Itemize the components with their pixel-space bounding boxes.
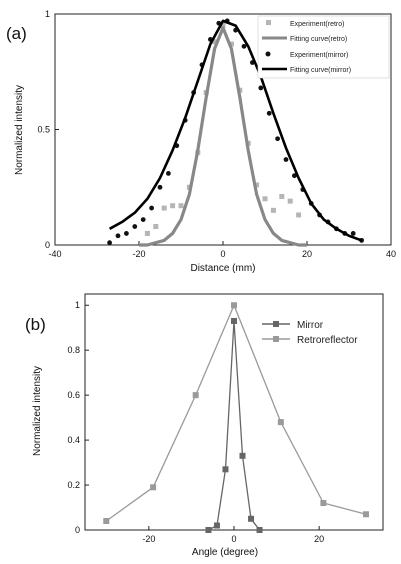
chart-b-plot-area xyxy=(103,302,369,533)
chart-a-series-0-point xyxy=(220,23,226,29)
chart-b-series-0-point xyxy=(248,515,255,522)
chart-a-x-tick-label: 20 xyxy=(302,249,312,259)
chart-a-series-2-point xyxy=(124,231,129,236)
legend-a-label-mirror-fit: Fitting curve(mirror) xyxy=(290,67,351,74)
chart-b-x-tick-label: -20 xyxy=(142,534,155,544)
chart-b-series-0-point xyxy=(256,527,263,533)
legend-b-marker-retro xyxy=(273,336,279,342)
chart-a-series-0-point xyxy=(262,196,268,202)
chart-a-x-tick-label: -40 xyxy=(48,249,61,259)
legend-a-marker-retro-exp xyxy=(266,20,271,25)
chart-b-x-tick-label: 0 xyxy=(231,534,236,544)
chart-a-series-3-line xyxy=(108,19,363,242)
chart-a-series-0-point xyxy=(153,224,159,230)
chart-a-series-0-point xyxy=(270,207,276,213)
chart-b-series-1-point xyxy=(320,500,327,507)
chart-a: (a) -40 -20 0 20 40 0 0.5 1 Distance (mm) Norma… xyxy=(6,9,396,274)
chart-b-series-1-point xyxy=(362,511,369,518)
chart-a-series-0-point xyxy=(144,230,150,236)
chart-b-series-0-point xyxy=(231,317,237,324)
chart-b-axes: -20 0 20 0 0.2 0.4 0.6 0.8 1 xyxy=(67,300,324,544)
chart-a-series-2-point xyxy=(115,233,121,239)
chart-a-axes: -40 -20 0 20 40 0 0.5 1 xyxy=(37,9,396,259)
chart-a-y-tick-label: 0.5 xyxy=(37,125,50,135)
chart-a-y-tick-label: 0 xyxy=(45,240,50,250)
chart-a-series-2-point xyxy=(140,217,146,222)
chart-a-series-2-point xyxy=(107,240,112,246)
chart-b-y-tick-label: 0.8 xyxy=(67,345,80,355)
legend-b-marker-mirror xyxy=(273,321,279,327)
chart-b-y-axis-label: Normalized intensity xyxy=(32,366,43,456)
chart-a-series-2-point xyxy=(166,170,171,176)
chart-a-series-2-point xyxy=(292,173,297,179)
chart-a-x-tick-label: -20 xyxy=(132,249,145,259)
chart-a-plot-area xyxy=(107,18,364,247)
chart-a-series-0-point xyxy=(254,182,260,188)
chart-a-series-0-point xyxy=(279,193,285,199)
chart-a-series-2-point xyxy=(258,85,264,91)
chart-a-series-0-point xyxy=(287,198,293,204)
chart-a-series-0-point xyxy=(296,212,302,218)
chart-a-legend: Experiment(retro) Fitting curve(retro) E… xyxy=(257,15,390,79)
chart-a-legend-box xyxy=(257,15,390,79)
chart-b-y-tick-label: 0.6 xyxy=(67,390,80,400)
chart-b-series-0-point xyxy=(205,527,212,533)
chart-a-x-tick-label: 0 xyxy=(220,249,225,259)
chart-a-series-2-point xyxy=(275,136,280,142)
chart-a-x-tick-label: 40 xyxy=(386,249,396,259)
chart-a-x-axis-label: Distance (mm) xyxy=(190,263,255,274)
chart-a-series-0-point xyxy=(228,41,234,47)
chart-b-series-1-point xyxy=(150,484,157,491)
chart-a-series-2-point xyxy=(283,157,289,162)
chart-a-series-2-point xyxy=(241,43,247,49)
chart-a-series-2-point xyxy=(149,205,155,211)
chart-a-series-2-point xyxy=(132,224,138,229)
chart-b-series-0-point xyxy=(213,522,220,529)
chart-a-series-0-point xyxy=(212,39,218,45)
chart-b-y-tick-label: 0 xyxy=(75,525,80,535)
chart-b-series-0-point xyxy=(222,466,229,473)
chart-a-series-2-point xyxy=(266,110,272,116)
chart-a-panel-label: (a) xyxy=(6,24,27,43)
chart-a-series-2-point xyxy=(350,231,356,236)
chart-b-y-tick-label: 0.4 xyxy=(67,435,80,445)
chart-b-x-tick-label: 20 xyxy=(314,534,324,544)
chart-a-y-axis-label: Normalized intensity xyxy=(14,85,25,175)
chart-b-series-0-point xyxy=(239,452,246,459)
legend-b-label-mirror: Mirror xyxy=(297,320,324,331)
legend-a-label-retro-fit: Fitting curve(retro) xyxy=(290,36,347,43)
chart-b-x-axis-label: Angle (degree) xyxy=(192,547,258,558)
chart-b-legend: Mirror Retroreflector xyxy=(262,320,358,346)
chart-a-series-0-point xyxy=(178,203,184,209)
chart-b-y-tick-label: 0.2 xyxy=(67,480,80,490)
chart-a-y-tick-label: 1 xyxy=(45,9,50,19)
legend-a-label-retro-exp: Experiment(retro) xyxy=(290,21,344,28)
chart-a-series-2-point xyxy=(157,184,163,190)
legend-b-label-retro: Retroreflector xyxy=(297,335,358,346)
chart-b-panel-label: (b) xyxy=(25,315,46,334)
chart-b-series-1-point xyxy=(192,392,199,399)
chart-b-series-1-point xyxy=(231,302,237,309)
chart-b-series-1-point xyxy=(103,518,110,525)
chart-a-series-0-point xyxy=(161,205,167,211)
chart-b-series-1-point xyxy=(277,419,284,426)
chart-a-series-0-point xyxy=(170,203,176,209)
chart-b-y-tick-label: 1 xyxy=(75,300,80,310)
chart-b-series-0-line xyxy=(208,320,261,531)
legend-a-label-mirror-exp: Experiment(mirror) xyxy=(290,52,348,59)
chart-a-series-1-line xyxy=(139,26,307,247)
legend-a-marker-mirror-exp xyxy=(265,51,271,57)
